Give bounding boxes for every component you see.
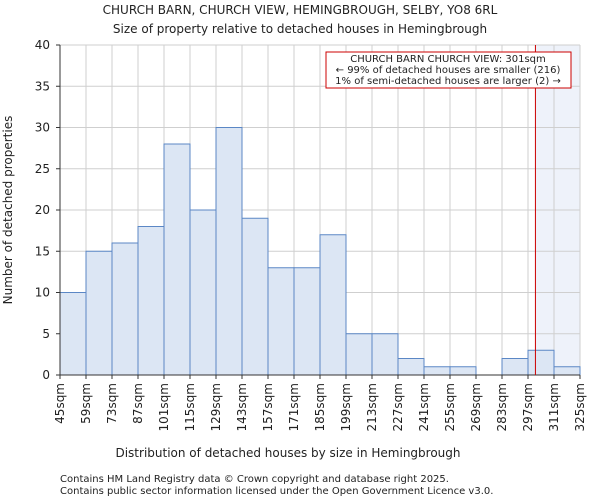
x-tick-label: 101sqm — [157, 383, 171, 431]
bar-213sqm — [371, 333, 399, 376]
x-tick-label: 45sqm — [53, 383, 67, 424]
x-tick-label: 129sqm — [209, 383, 223, 431]
x-tick-label: 59sqm — [79, 383, 93, 424]
x-tick-label: 311sqm — [547, 383, 561, 431]
x-tick-label: 73sqm — [105, 383, 119, 424]
y-tick-label: 35 — [35, 79, 50, 93]
y-tick-label: 10 — [35, 286, 50, 300]
bar-157sqm — [267, 267, 295, 376]
bar-143sqm — [241, 217, 269, 376]
chart-title: CHURCH BARN, CHURCH VIEW, HEMINGBROUGH, … — [103, 3, 498, 17]
x-tick-label: 255sqm — [443, 383, 457, 431]
x-tick-label: 213sqm — [365, 383, 379, 431]
y-tick-label: 0 — [42, 368, 50, 382]
bar-241sqm — [423, 366, 451, 376]
y-tick-label: 5 — [42, 327, 50, 341]
y-tick-label: 15 — [35, 244, 50, 258]
x-tick-label: 87sqm — [131, 383, 145, 424]
x-tick-label: 241sqm — [417, 383, 431, 431]
x-tick-label: 115sqm — [183, 383, 197, 431]
x-tick-label: 185sqm — [313, 383, 327, 431]
annotation-line-1: CHURCH BARN CHURCH VIEW: 301sqm — [350, 54, 546, 65]
bar-115sqm — [189, 209, 217, 376]
bar-185sqm — [319, 234, 347, 376]
y-tick-label: 30 — [35, 121, 50, 135]
annotation-line-2: ← 99% of detached houses are smaller (21… — [336, 65, 561, 76]
bar-129sqm — [215, 127, 243, 376]
x-tick-label: 171sqm — [287, 383, 301, 431]
bars — [59, 127, 581, 376]
x-axis-ticks: 45sqm 59sqm 73sqm 87sqm 101sqm 115sqm 129sqm 14… — [53, 375, 587, 431]
x-tick-label: 325sqm — [573, 383, 587, 431]
bar-311sqm — [553, 366, 581, 376]
bar-101sqm — [163, 143, 191, 376]
bar-227sqm — [397, 358, 425, 376]
x-tick-label: 269sqm — [469, 383, 483, 431]
y-tick-label: 25 — [35, 162, 50, 176]
bar-45sqm — [59, 292, 87, 376]
bar-59sqm — [85, 250, 113, 376]
x-tick-label: 283sqm — [495, 383, 509, 431]
annotation-frame — [325, 51, 572, 89]
y-axis-ticks: 0 5 10 15 20 25 30 35 40 — [35, 38, 60, 382]
y-tick-label: 20 — [35, 203, 50, 217]
x-tick-label: 157sqm — [261, 383, 275, 431]
x-tick-label: 199sqm — [339, 383, 353, 431]
bar-171sqm — [293, 267, 321, 376]
x-axis-label: Distribution of detached houses by size … — [115, 446, 460, 460]
x-tick-label: 227sqm — [391, 383, 405, 431]
bar-283sqm — [501, 358, 529, 376]
annotation-line-3: 1% of semi-detached houses are larger (2… — [335, 76, 561, 87]
footer-copyright: Contains HM Land Registry data © Crown c… — [60, 474, 449, 485]
y-axis-label: Number of detached properties — [1, 116, 15, 305]
footer-licence: Contains public sector information licen… — [60, 486, 493, 497]
bar-87sqm — [137, 226, 165, 376]
y-tick-label: 40 — [35, 38, 50, 52]
x-tick-label: 297sqm — [521, 383, 535, 431]
x-tick-label: 143sqm — [235, 383, 249, 431]
bar-297sqm — [527, 349, 555, 376]
annotation-box: CHURCH BARN CHURCH VIEW: 301sqm ← 99% of… — [325, 51, 572, 89]
bar-255sqm — [449, 366, 477, 376]
bar-199sqm — [345, 333, 373, 376]
chart-subtitle: Size of property relative to detached ho… — [113, 22, 487, 36]
bar-73sqm — [111, 242, 139, 376]
